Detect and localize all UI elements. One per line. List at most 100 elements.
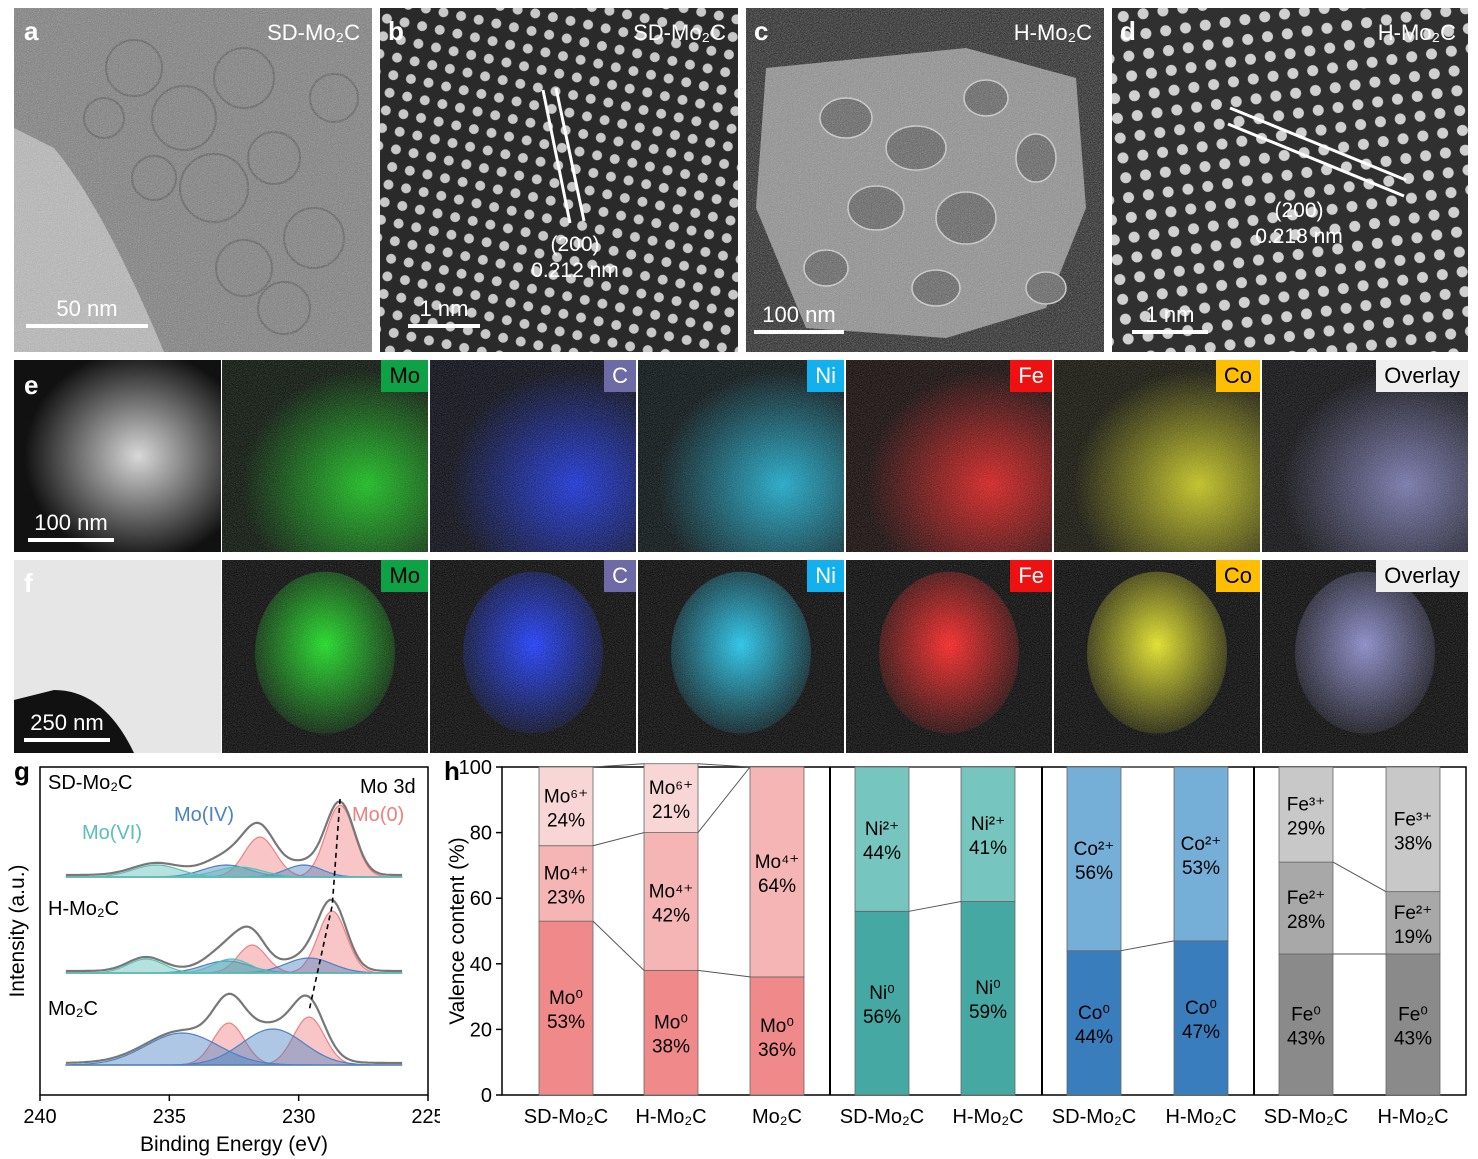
panel-label-a: a — [24, 16, 39, 46]
valence-ytick-label: 80 — [470, 823, 492, 845]
scale-bar-a: 50 nm — [26, 296, 148, 328]
valence-category-label: H-Mo₂C — [1165, 1106, 1236, 1128]
material-label-a: SD-Mo₂C — [267, 20, 360, 45]
eds-map-overlay-f: Overlay — [1262, 560, 1468, 753]
lattice-line-d1 — [1229, 106, 1407, 182]
valence-segment-value: 56% — [1075, 863, 1113, 884]
eds-tag-co: Co — [1215, 360, 1260, 392]
valence-ytick-label: 40 — [470, 954, 492, 976]
valence-bar-segment — [1385, 766, 1441, 893]
valence-connector — [697, 766, 751, 833]
valence-segment-label: Ni²⁺ — [865, 819, 899, 840]
xps-sample-label: H-Mo₂C — [48, 898, 119, 920]
xps-xtick-label: 225 — [411, 1106, 440, 1128]
eds-map-mo-e: Mo — [222, 360, 428, 552]
eds-tag-ni: Ni — [807, 560, 844, 592]
valence-ytick-label: 60 — [470, 888, 492, 910]
valence-segment-label: Ni⁰ — [869, 983, 895, 1004]
valence-segment-value: 47% — [1182, 1022, 1220, 1043]
xps-component-peak — [65, 958, 403, 974]
scale-text-c: 100 nm — [762, 302, 836, 327]
eds-map-mo-f: Mo — [222, 560, 428, 753]
lattice-line-b2 — [554, 87, 586, 222]
valence-segment-label: Ni²⁺ — [971, 814, 1005, 835]
scale-text-f: 250 nm — [30, 710, 104, 735]
valence-connector — [697, 969, 751, 978]
valence-bar-segment — [1066, 950, 1122, 1096]
scale-line-f — [24, 738, 110, 742]
panel-label-g: g — [14, 756, 30, 786]
xps-sample-label: SD-Mo₂C — [48, 772, 132, 794]
panel-label-f: f — [24, 568, 33, 598]
scale-bar-f: 250 nm — [24, 710, 110, 742]
eds-tag-c: C — [604, 360, 636, 392]
valence-segment-value: 24% — [547, 810, 585, 831]
valence-segment-label: Mo⁰ — [549, 988, 583, 1009]
valence-segment-value: 44% — [863, 843, 901, 864]
valence-bar-segment — [960, 901, 1016, 1096]
eds-map-image — [222, 360, 428, 552]
valence-bar-segment — [643, 763, 699, 833]
lattice-line-b1 — [541, 89, 572, 224]
eds-map-overlay-e: Overlay — [1262, 360, 1468, 552]
valence-segment-label: Mo⁴⁺ — [649, 881, 694, 902]
valence-bar-segment — [1385, 891, 1441, 955]
valence-category-label: H-Mo₂C — [635, 1106, 706, 1128]
valence-connector — [592, 920, 645, 971]
valence-segment-value: 59% — [969, 1002, 1007, 1023]
panel-c-tem-image: c H-Mo₂C 100 nm — [746, 8, 1104, 352]
xps-xtick-label: 240 — [23, 1106, 56, 1128]
valence-segment-label: Fe⁰ — [1398, 1004, 1428, 1025]
spacing-b: 0.212 nm — [531, 259, 619, 282]
eds-map-image — [1054, 560, 1260, 753]
lattice-annotation-b: (200) 0.212 nm — [510, 232, 640, 284]
valence-segment-value: 41% — [969, 838, 1007, 859]
lattice-image-b — [380, 8, 738, 352]
scale-line-c — [754, 330, 844, 334]
valence-bar-segment — [749, 976, 805, 1096]
scale-text-a: 50 nm — [56, 296, 118, 321]
valence-segment-label: Fe²⁺ — [1394, 903, 1433, 924]
eds-map-fe-e: Fe — [846, 360, 1052, 552]
panel-d-hrtem-image: d H-Mo₂C (200) 0.218 nm 1 nm — [1112, 8, 1468, 352]
material-label-c: H-Mo₂C — [1013, 20, 1092, 45]
eds-tag-co: Co — [1215, 560, 1260, 592]
xps-envelope-1 — [65, 898, 403, 973]
valence-segment-label: Co⁰ — [1185, 998, 1217, 1019]
valence-segment-value: 43% — [1394, 1028, 1432, 1049]
plane-d: (200) — [1274, 199, 1324, 222]
panel-label-h: h — [444, 756, 460, 786]
material-label-b: SD-Mo₂C — [633, 20, 726, 45]
valence-category-label: SD-Mo₂C — [1052, 1106, 1136, 1128]
valence-segment-value: 53% — [547, 1012, 585, 1033]
eds-map-co-f: Co — [1054, 560, 1260, 753]
valence-bar-segment — [854, 910, 910, 1096]
valence-segment-value: 64% — [758, 876, 796, 897]
valence-chart: 0 20 40 60 80 100 Valence content (%) Mo⁰ 53% Mo⁴… — [446, 757, 1467, 1128]
valence-segment-value: 43% — [1287, 1028, 1325, 1049]
panel-label-e: e — [24, 370, 39, 400]
valence-segment-label: Fe³⁺ — [1394, 809, 1433, 830]
valence-bar-segment — [1385, 953, 1441, 1096]
valence-connector — [592, 832, 645, 847]
valence-bar-segment — [1173, 766, 1229, 942]
xps-xtick-label: 235 — [153, 1106, 186, 1128]
xps-frame — [39, 766, 429, 1096]
valence-segment-label: Mo⁶⁺ — [649, 778, 693, 799]
xps-xlabel: Binding Energy (eV) — [140, 1133, 328, 1156]
valence-segment-label: Ni⁰ — [975, 978, 1001, 999]
valence-bar-segment — [854, 766, 910, 912]
eds-map-image — [1262, 560, 1468, 753]
scale-bar-d: 1 nm — [1132, 302, 1208, 334]
valence-bar-segment — [1066, 766, 1122, 952]
lattice-image-d — [1112, 8, 1468, 352]
panel-b-hrtem-image: b SD-Mo₂C (200) 0.212 nm 1 nm — [380, 8, 738, 352]
valence-segment-label: Mo⁶⁺ — [544, 786, 588, 807]
valence-segment-label: Mo⁰ — [760, 1016, 794, 1037]
valence-connector — [1120, 940, 1175, 952]
valence-category-label: SD-Mo₂C — [1264, 1106, 1348, 1128]
valence-bar-segment — [1278, 766, 1334, 863]
eds-map-image — [846, 560, 1052, 753]
material-label-d: H-Mo₂C — [1377, 20, 1456, 45]
eds-tag-mo: Mo — [381, 560, 428, 592]
